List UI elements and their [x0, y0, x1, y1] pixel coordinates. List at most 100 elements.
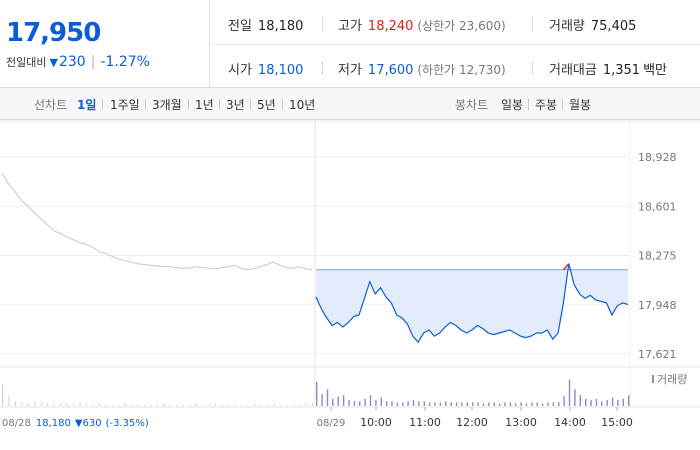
volume-bar [585, 398, 587, 406]
prev-day-change: ▼630 [75, 418, 102, 429]
volume-bar [332, 398, 334, 406]
volume-bar-prev [47, 403, 49, 406]
info-open: 시가 18,100 [228, 63, 304, 78]
volume-bar-prev [241, 404, 242, 406]
tab-daily-candle[interactable]: 일봉 [501, 98, 524, 112]
x-tick-label: 08/29 [317, 418, 346, 429]
volume-bar [579, 395, 581, 406]
volume-legend-label: 거래량 [657, 373, 687, 386]
volume-bar [558, 402, 560, 406]
change-rate: -1.27% [100, 54, 150, 70]
volume-bar [396, 402, 399, 406]
current-price: 17,950 [6, 18, 101, 48]
volume-bar [520, 402, 522, 406]
volume-bar [423, 401, 425, 406]
volume-bar [316, 382, 318, 406]
tab-5year[interactable]: 5년 [257, 98, 276, 112]
tab-separator [282, 99, 283, 110]
x-tick-label: 15:00 [601, 416, 633, 429]
chart-tab-bar: 선차트 1일 1주일 3개월 1년 3년 5년 10년 봉차트 일봉 주봉 월봉 [0, 88, 700, 120]
volume-bar [359, 401, 361, 406]
volume-bar [515, 403, 517, 406]
tab-3year[interactable]: 3년 [226, 98, 245, 112]
volume-bar-prev [131, 404, 133, 406]
volume-legend-swatch [652, 375, 654, 383]
volume-bars [2, 379, 630, 406]
volume-bar-prev [260, 404, 262, 406]
tab-separator [145, 99, 146, 110]
volume-bar-prev [118, 404, 120, 406]
tab-1day[interactable]: 1일 [77, 98, 97, 112]
chart-grid [0, 121, 700, 408]
volume-bar [450, 402, 452, 406]
volume-bar-prev [195, 403, 197, 406]
volume-bar-prev [27, 403, 29, 406]
volume-bar-prev [73, 404, 74, 406]
volume-bar [418, 401, 420, 406]
volume-bar [391, 401, 393, 406]
volume-bar [445, 401, 447, 406]
volume-bar [412, 400, 415, 406]
tab-weekly-candle[interactable]: 주봉 [535, 98, 558, 112]
volume-bar [509, 402, 512, 406]
volume-bar-prev [86, 403, 87, 406]
prev-day-series [1, 121, 316, 407]
volume-bar-prev [305, 403, 307, 406]
y-tick-label: 17,621 [638, 348, 677, 361]
tab-10year[interactable]: 10년 [289, 98, 316, 112]
tab-separator [102, 99, 103, 110]
volume-bar [364, 398, 366, 406]
volume-bar [385, 401, 388, 406]
y-tick-label: 18,275 [638, 250, 677, 263]
volume-bar [342, 395, 345, 406]
volume-bar-prev [144, 404, 146, 406]
volume-bar-prev [111, 404, 113, 406]
volume-bar-prev [292, 404, 294, 406]
tab-monthly-candle[interactable]: 월봉 [569, 98, 592, 112]
x-axis-ticks: 08/29 10:00 11:00 12:00 13:00 14:00 15:00 [317, 407, 633, 429]
volume-bar-prev [228, 404, 229, 406]
volume-bar [326, 389, 329, 406]
volume-legend: 거래량 [652, 373, 687, 386]
tab-1year[interactable]: 1년 [195, 98, 214, 112]
tab-3month[interactable]: 3개월 [152, 98, 182, 112]
x-tick-label: 13:00 [505, 416, 537, 429]
volume-bar [434, 402, 436, 406]
volume-bar-prev [34, 401, 36, 406]
volume-bar-prev [124, 403, 126, 406]
change-label: 전일대비 [6, 56, 47, 69]
volume-bar-prev [137, 404, 139, 406]
volume-bar [606, 400, 608, 406]
volume-bar-prev [8, 396, 10, 406]
volume-bar-prev [189, 404, 191, 406]
volume-bar-prev [266, 404, 268, 406]
volume-bar [380, 397, 382, 406]
info-amount: 거래대금 1,351 백만 [549, 63, 667, 78]
x-tick-label: 12:00 [456, 416, 488, 429]
volume-bar-prev [286, 404, 288, 406]
info-volume: 거래량 75,405 [549, 19, 637, 34]
info-low: 저가 17,600 (하한가 12,730) [338, 63, 506, 78]
change-line: 전일대비 ▼230 | -1.27% [6, 54, 150, 70]
info-prev-close: 전일 18,180 [228, 19, 304, 34]
volume-bar [601, 401, 603, 406]
prev-day-date: 08/28 [2, 418, 31, 429]
x-tick-label: 14:00 [554, 416, 586, 429]
volume-bar-prev [169, 404, 171, 406]
volume-bar-prev [299, 404, 301, 406]
volume-bar-prev [60, 403, 62, 406]
x-tick-label: 11:00 [409, 416, 441, 429]
y-tick-label: 18,601 [638, 200, 677, 213]
volume-bar-prev [312, 402, 313, 406]
volume-bar-prev [2, 384, 3, 406]
volume-bar [402, 402, 404, 406]
volume-bar-prev [98, 403, 100, 406]
tab-1week[interactable]: 1주일 [110, 98, 140, 112]
volume-bar [531, 402, 533, 406]
volume-bar-prev [150, 404, 152, 406]
tab-separator [219, 99, 220, 110]
volume-bar-prev [79, 402, 81, 406]
volume-bar-prev [157, 404, 158, 406]
volume-bar [611, 397, 614, 406]
